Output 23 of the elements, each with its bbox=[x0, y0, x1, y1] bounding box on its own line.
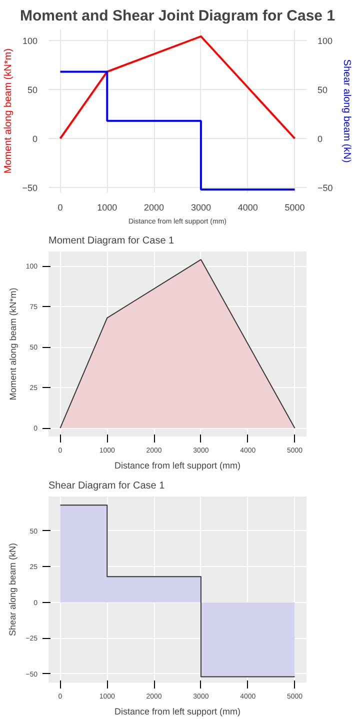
y-axis-title: Moment along beam (kN*m) bbox=[3, 48, 14, 174]
x-tick-label: 5000 bbox=[284, 202, 305, 212]
chart-title: Moment and Shear Joint Diagram for Case 1 bbox=[20, 8, 336, 24]
y2-tick-label: 100 bbox=[318, 36, 333, 46]
chart-title: Shear Diagram for Case 1 bbox=[48, 480, 166, 492]
x-axis-title: Distance from left support (mm) bbox=[114, 706, 241, 716]
chart-title: Moment Diagram for Case 1 bbox=[48, 236, 175, 246]
x-axis-title: Distance from left support (mm) bbox=[114, 460, 241, 470]
y-tick-label: 100 bbox=[22, 36, 38, 46]
y2-tick-label: 0 bbox=[318, 134, 323, 144]
x-tick-label: 0 bbox=[58, 202, 63, 212]
y-tick-label: 0 bbox=[32, 134, 38, 144]
x-tick-label: 1000 bbox=[97, 202, 118, 212]
y2-axis-title: Shear along beam (kN) bbox=[340, 59, 352, 163]
x-tick-label: 2000 bbox=[144, 202, 164, 212]
x-tick-label: 4000 bbox=[238, 202, 258, 212]
x-tick-label: 3000 bbox=[190, 202, 211, 212]
y-tick-label: 50 bbox=[27, 84, 38, 95]
y-tick-label: −50 bbox=[22, 183, 38, 194]
y-axis-title: Moment along beam (kN*m) bbox=[8, 288, 18, 400]
y2-tick-label: 50 bbox=[318, 84, 328, 95]
y2-tick-label: −50 bbox=[318, 183, 333, 194]
y-axis-title: Shear along beam (kN) bbox=[8, 542, 18, 636]
